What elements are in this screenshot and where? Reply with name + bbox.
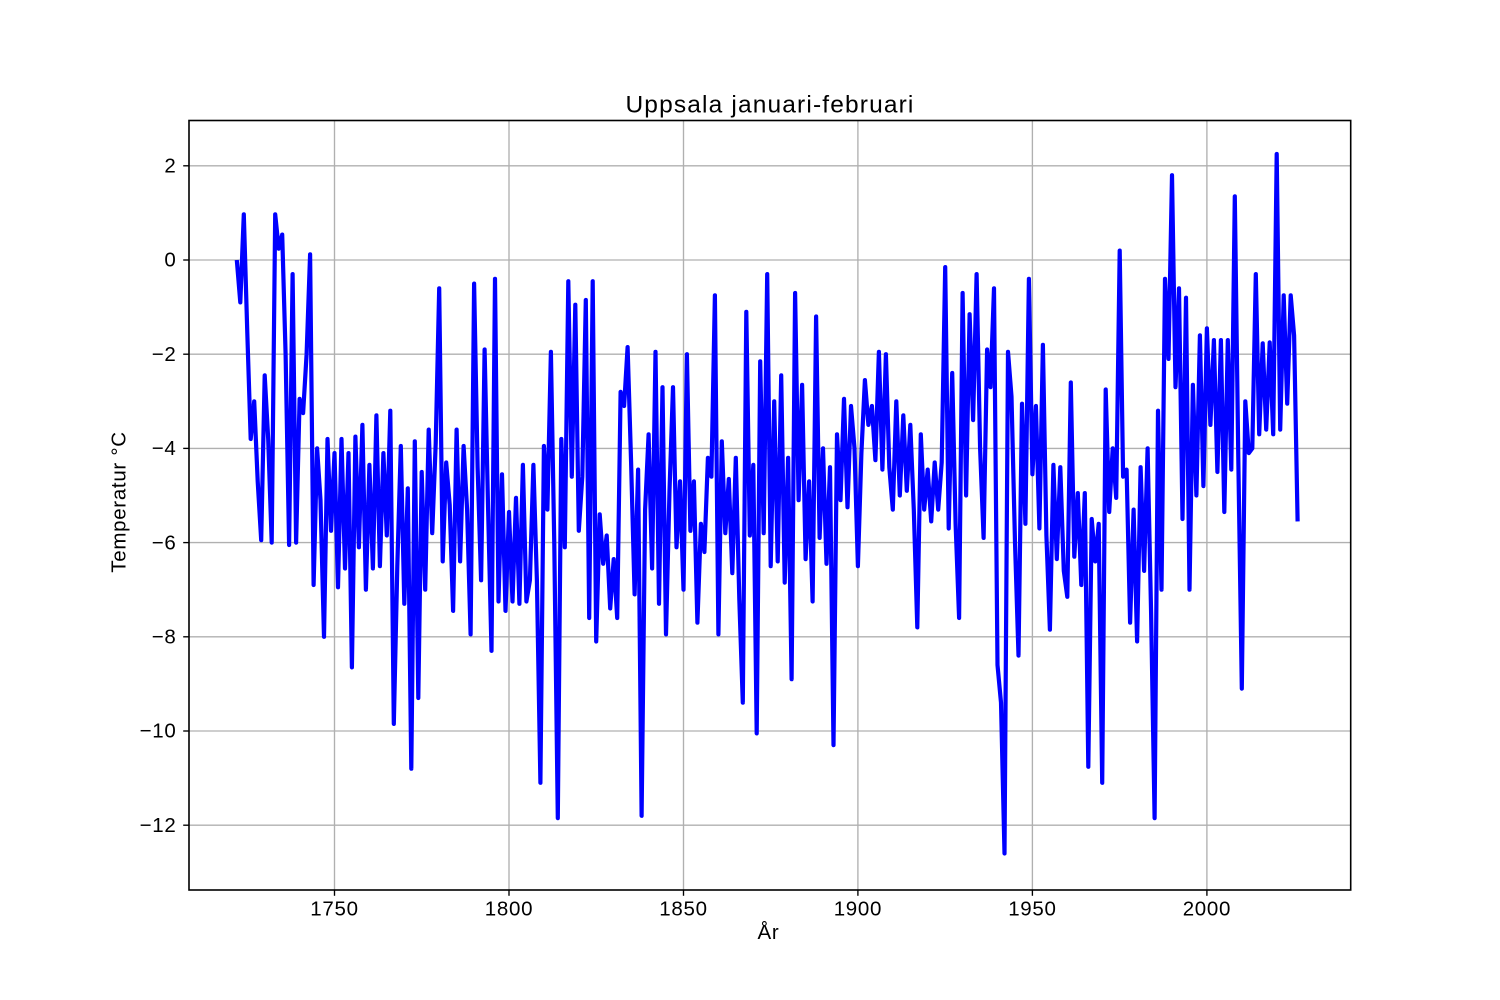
svg-text:−4: −4 (152, 437, 177, 460)
svg-text:−6: −6 (152, 531, 177, 554)
svg-text:−10: −10 (140, 720, 177, 743)
svg-text:0: 0 (164, 249, 176, 272)
svg-text:−8: −8 (152, 626, 177, 649)
svg-text:1950: 1950 (1008, 897, 1056, 920)
svg-text:2: 2 (164, 155, 176, 178)
svg-text:År: År (758, 921, 780, 944)
svg-text:2000: 2000 (1183, 897, 1231, 920)
svg-text:−2: −2 (152, 343, 177, 366)
svg-text:−12: −12 (140, 814, 177, 837)
svg-text:Temperatur °C: Temperatur °C (108, 431, 131, 572)
svg-text:1800: 1800 (485, 897, 533, 920)
svg-text:1750: 1750 (310, 897, 358, 920)
svg-text:1900: 1900 (834, 897, 882, 920)
svg-text:Uppsala januari-februari: Uppsala januari-februari (625, 91, 914, 118)
svg-text:1850: 1850 (659, 897, 707, 920)
